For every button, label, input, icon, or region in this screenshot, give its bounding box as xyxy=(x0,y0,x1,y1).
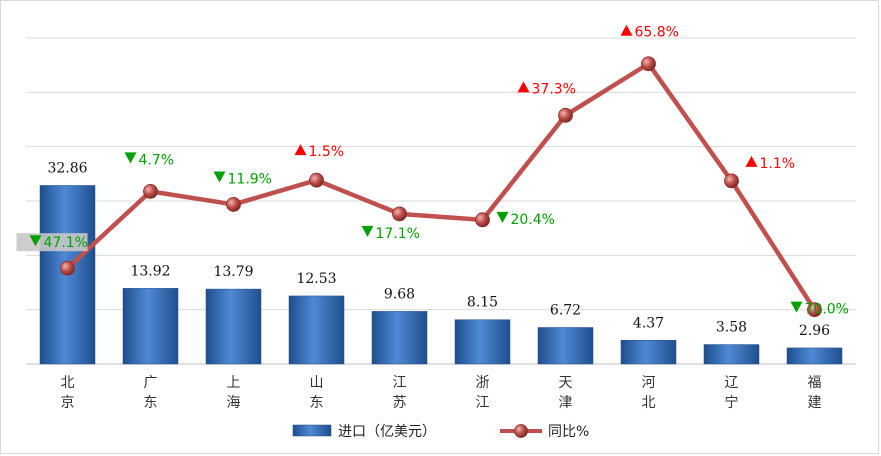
category-label: 北京 xyxy=(61,375,75,411)
bar xyxy=(703,344,760,365)
bar-value-label: 13.92 xyxy=(130,263,170,279)
category-label: 上海 xyxy=(227,375,241,411)
down-triangle-icon xyxy=(790,301,803,313)
category-label: 山东 xyxy=(310,375,324,411)
line-point xyxy=(309,172,324,188)
bar xyxy=(537,327,594,365)
bar xyxy=(786,347,843,365)
bar-value-label: 32.86 xyxy=(47,160,87,176)
line-point xyxy=(60,260,75,276)
down-triangle-icon xyxy=(29,235,42,247)
bar-value-label: 8.15 xyxy=(467,295,498,311)
bar xyxy=(620,340,677,365)
bar xyxy=(288,295,345,365)
line-point xyxy=(226,197,241,212)
category-label: 天津 xyxy=(559,375,573,411)
up-triangle-icon xyxy=(517,81,530,93)
line-point xyxy=(724,173,739,189)
line-value-label: 37.3% xyxy=(532,81,576,97)
up-triangle-icon xyxy=(745,155,758,167)
line-value-label: 17.1% xyxy=(376,226,420,242)
bar-value-label: 9.68 xyxy=(384,286,415,302)
category-label: 江苏 xyxy=(393,375,407,411)
down-triangle-icon xyxy=(496,211,509,223)
legend-bar-label: 进口（亿美元） xyxy=(338,424,436,440)
line-point xyxy=(807,302,822,318)
bar-series xyxy=(39,185,843,365)
category-label: 福建 xyxy=(808,375,822,411)
bar xyxy=(205,288,262,365)
series-line xyxy=(65,61,817,311)
bar-value-label: 3.58 xyxy=(716,320,747,336)
line-point xyxy=(392,206,407,222)
bar-value-label: 6.72 xyxy=(550,302,581,318)
bar-value-labels: 32.86 13.92 13.79 12.53 9.68 8.15 6.72 4.37 3.58… xyxy=(47,160,830,338)
line-value-label: 70.0% xyxy=(805,302,849,318)
bar-value-label: 13.79 xyxy=(213,264,253,280)
line-value-label: 20.4% xyxy=(511,212,555,228)
category-label: 河北 xyxy=(642,375,656,411)
up-triangle-icon xyxy=(294,144,307,156)
line-point xyxy=(641,56,656,72)
line-value-label: 47.1% xyxy=(44,235,88,251)
down-triangle-icon xyxy=(361,225,374,237)
legend-line-label: 同比% xyxy=(548,424,589,440)
category-label: 广东 xyxy=(144,375,158,411)
down-triangle-icon xyxy=(213,171,226,183)
category-axis-labels: 北京 广东 上海 山东 江苏 浙江 天津 河北 辽宁 福建 xyxy=(61,375,822,411)
down-triangle-icon xyxy=(124,152,137,164)
line-point xyxy=(475,212,490,228)
bar-value-label: 12.53 xyxy=(296,271,336,287)
category-label: 辽宁 xyxy=(725,375,739,411)
line-value-label: 4.7% xyxy=(139,152,175,168)
bar xyxy=(122,288,179,365)
category-label: 浙江 xyxy=(476,375,490,411)
line-point xyxy=(558,107,573,123)
legend-bar-swatch xyxy=(292,424,332,437)
line-value-labels: 47.1% 4.7% 11.9% 1.5% 17.1% 20.4% 37.3% 65.8% 1.… xyxy=(16,24,849,318)
line-point xyxy=(143,184,158,199)
up-triangle-icon xyxy=(620,24,633,36)
legend-line-marker xyxy=(514,424,528,438)
bar-value-label: 4.37 xyxy=(633,315,664,331)
line-series xyxy=(60,56,822,318)
line-value-label: 11.9% xyxy=(228,171,272,187)
legend: 进口（亿美元） 同比% xyxy=(292,424,589,440)
bar xyxy=(371,311,428,365)
bar xyxy=(454,319,511,365)
line-value-label: 1.1% xyxy=(760,156,796,172)
bar-value-label: 2.96 xyxy=(799,323,830,339)
line-value-label: 1.5% xyxy=(309,144,345,160)
line-value-label: 65.8% xyxy=(635,25,679,41)
